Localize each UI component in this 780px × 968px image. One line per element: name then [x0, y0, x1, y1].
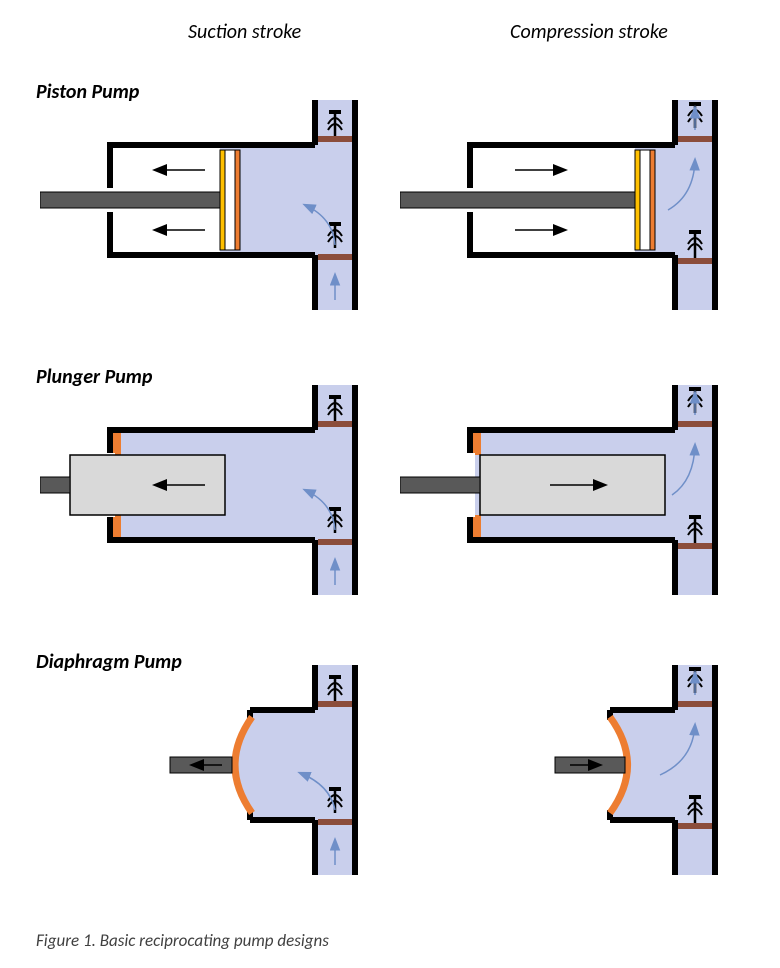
diaphragm-compression-diagram [500, 665, 740, 880]
figure-caption: Figure 1. Basic reciprocating pump desig… [36, 930, 329, 951]
piston-compression-diagram [400, 100, 740, 315]
col-header-suction: Suction stroke [188, 20, 301, 44]
piston-suction-diagram [40, 100, 380, 315]
col-header-compression: Compression stroke [510, 20, 668, 44]
plunger-suction-diagram [40, 385, 380, 600]
plunger-compression-diagram [400, 385, 740, 600]
diaphragm-suction-diagram [140, 665, 380, 880]
